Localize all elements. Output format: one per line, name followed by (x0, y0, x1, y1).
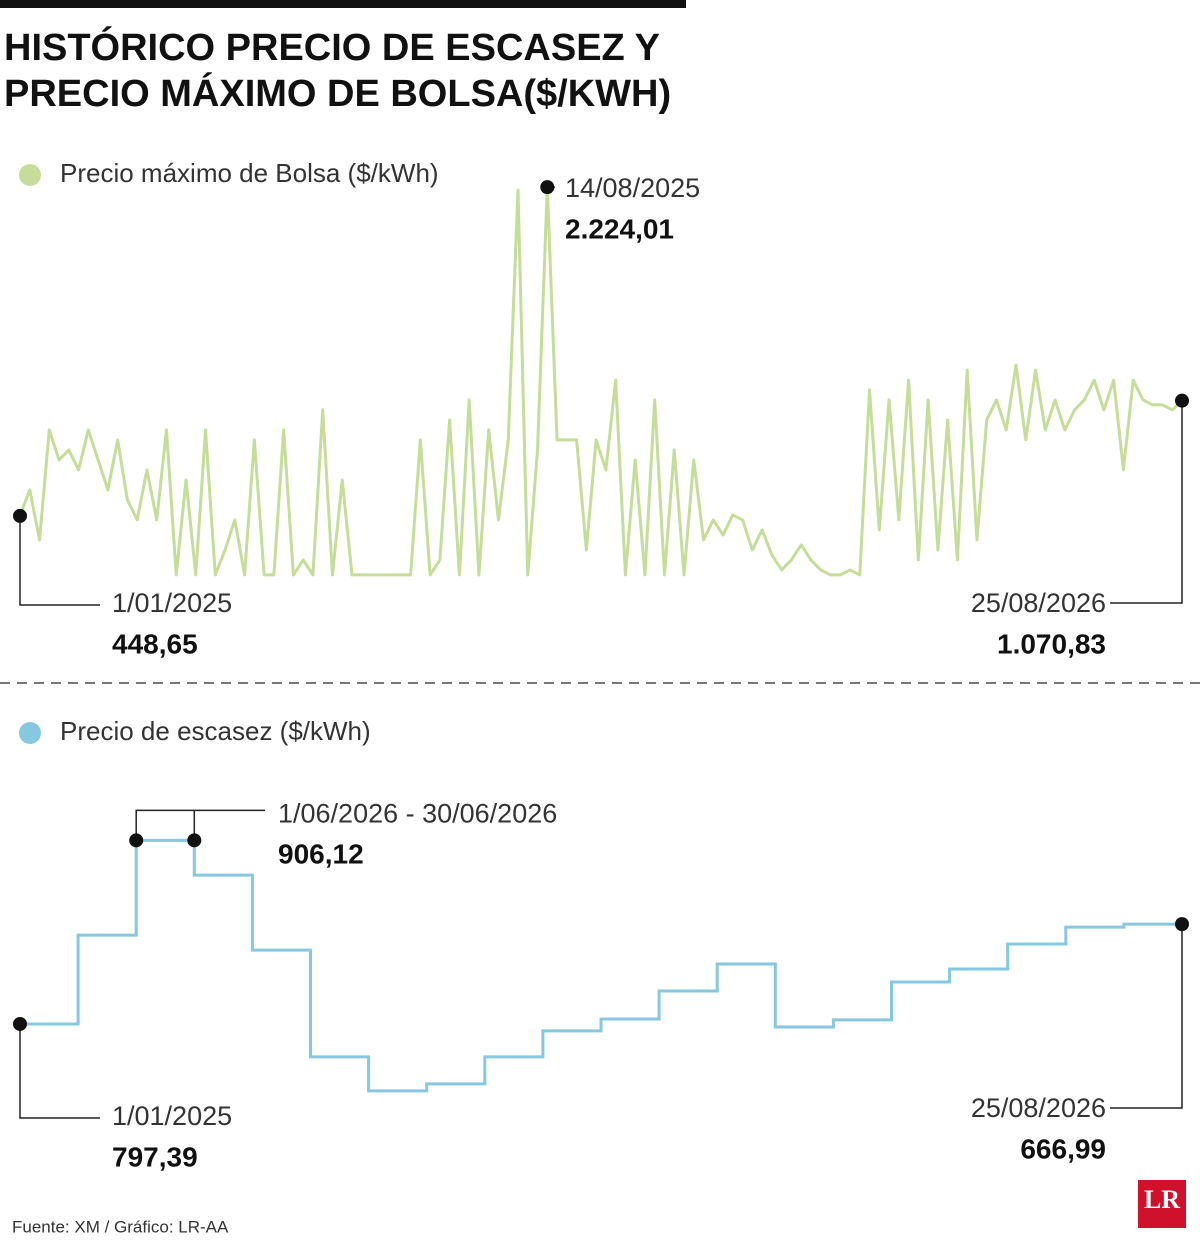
annotation-value: 1.070,83 (997, 628, 1106, 659)
marker (13, 1016, 27, 1031)
title-line: PRECIO MÁXIMO DE BOLSA($/KWH) (4, 71, 671, 115)
logo: LR (1144, 1185, 1180, 1214)
legend-label: Precio máximo de Bolsa ($/kWh) (60, 158, 439, 188)
leader-line (19, 515, 100, 606)
source: Fuente: XM / Gráfico: LR-AA (12, 1217, 229, 1236)
marker (540, 180, 555, 195)
marker (129, 833, 144, 848)
logo-box (1138, 1180, 1186, 1228)
annotation-value: 2.224,01 (565, 214, 674, 245)
annotation-date: 1/06/2026 - 30/06/2026 (278, 798, 557, 828)
marker (1175, 393, 1189, 408)
leader-line (135, 809, 265, 841)
legend-label: Precio de escasez ($/kWh) (60, 716, 371, 746)
legend-swatch (19, 164, 41, 186)
annotation-date: 1/01/2025 (112, 1101, 232, 1131)
annotation-value: 797,39 (112, 1141, 198, 1172)
annotation-value: 666,99 (1020, 1133, 1106, 1164)
annotation-date: 1/01/2025 (112, 588, 232, 618)
legend-swatch (19, 722, 41, 744)
annotation-value: 448,65 (112, 628, 198, 659)
annotation-date: 25/08/2026 (971, 588, 1106, 618)
title-line: HISTÓRICO PRECIO DE ESCASEZ Y (4, 25, 660, 69)
top-bar (0, 0, 686, 8)
leader-line (1110, 400, 1183, 604)
leader-line (1110, 924, 1183, 1109)
marker (13, 508, 27, 523)
annotation-date: 14/08/2025 (565, 173, 700, 203)
marker (187, 833, 202, 848)
line (18, 185, 1184, 577)
annotation-value: 906,12 (278, 839, 364, 870)
marker (1175, 917, 1189, 932)
annotation-date: 25/08/2026 (971, 1093, 1106, 1123)
leader-line (19, 1023, 100, 1119)
